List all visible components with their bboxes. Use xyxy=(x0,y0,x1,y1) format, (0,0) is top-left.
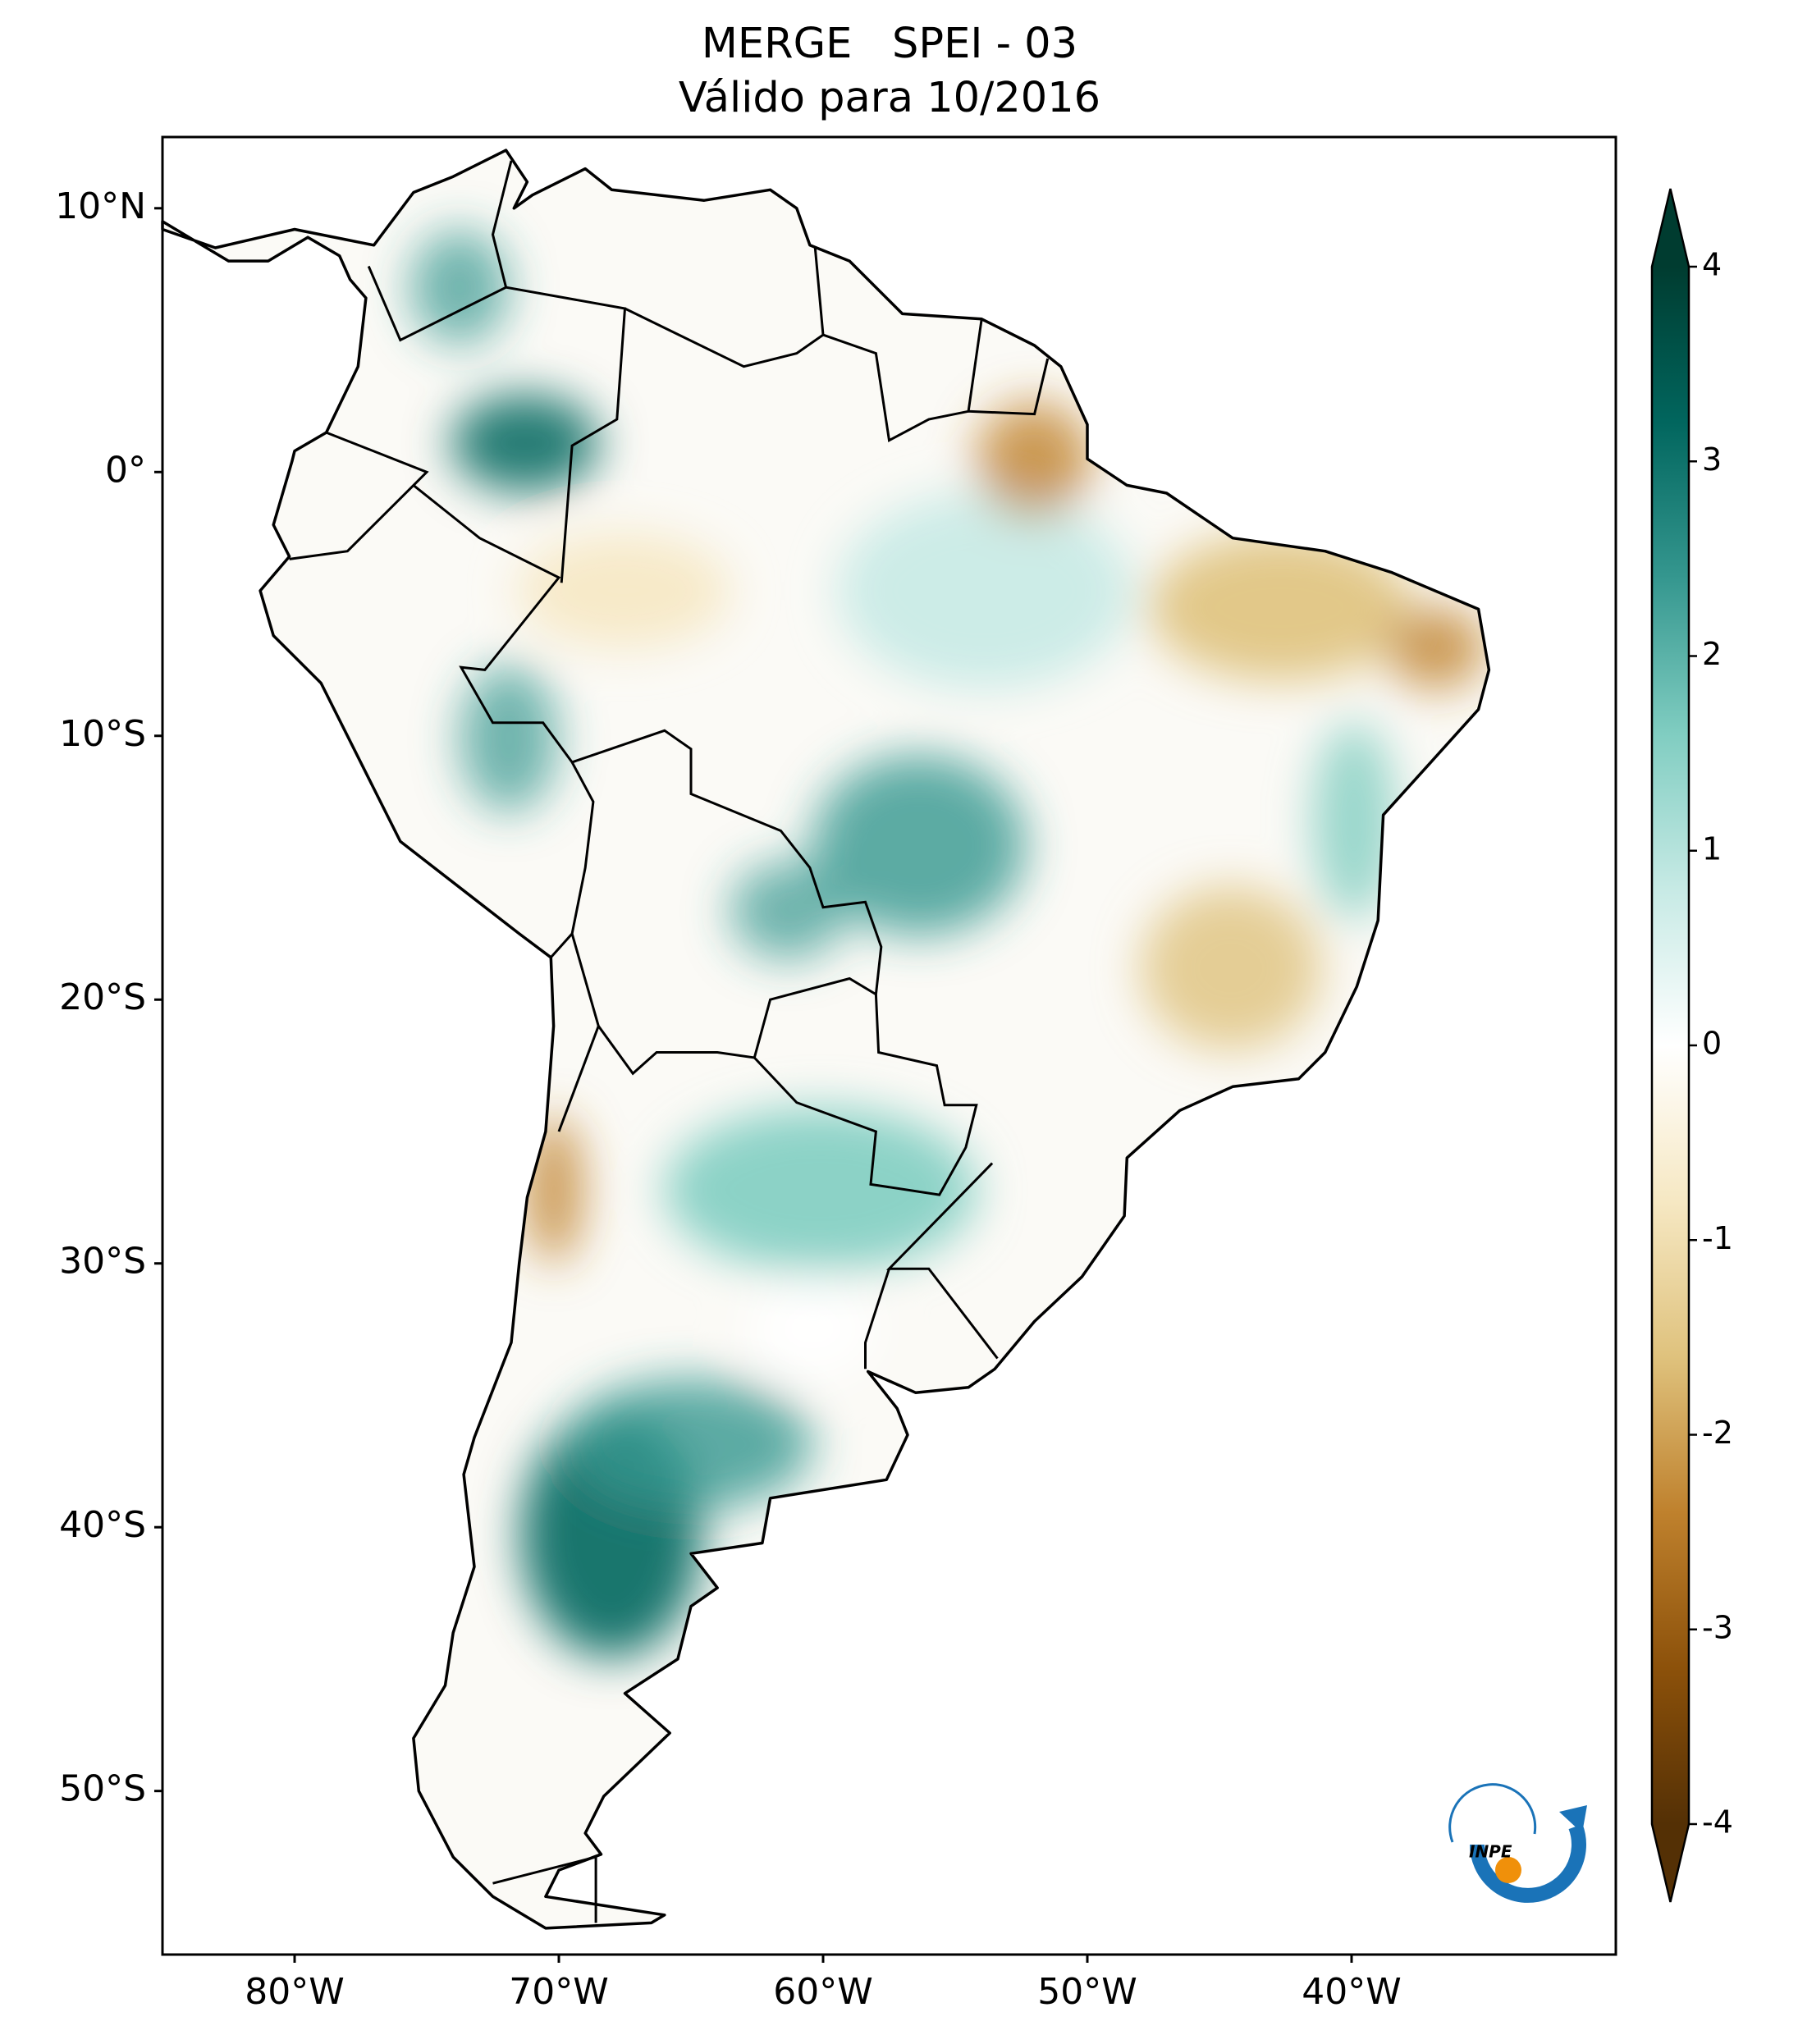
dry-patch xyxy=(517,533,730,648)
colorbar-tick-label: 3 xyxy=(1702,441,1722,478)
border xyxy=(753,994,978,1196)
border xyxy=(492,1855,597,1923)
colorbar-tick-label: -2 xyxy=(1702,1415,1733,1451)
border xyxy=(624,247,825,368)
inpe-logo: INPE xyxy=(1448,1783,1587,1903)
x-tick-label: 80°W xyxy=(245,1971,345,2013)
map-frame xyxy=(161,135,1617,1956)
y-tick-label: 10°N xyxy=(55,185,146,227)
border xyxy=(412,484,595,958)
colorbar-tick-label: -3 xyxy=(1702,1609,1733,1645)
colorbar-tick-label: 2 xyxy=(1702,636,1722,672)
logo-arc xyxy=(1470,1823,1586,1903)
dry-patch xyxy=(1149,533,1411,681)
border xyxy=(864,1268,890,1370)
colorbar: 4 3 2 1 0 -1 -2 -3 -4 xyxy=(1650,188,1733,1903)
borders xyxy=(289,160,1050,1923)
spei-field xyxy=(162,150,1489,1928)
border xyxy=(968,358,1050,416)
colorbar-tick-label: -1 xyxy=(1702,1220,1733,1256)
subtitle: Válido para 10/2016 xyxy=(679,74,1100,122)
colorbar-tick-label: 0 xyxy=(1702,1026,1722,1062)
border xyxy=(822,318,983,443)
colorbar-tick-label: 1 xyxy=(1702,830,1722,867)
logo-text: INPE xyxy=(1469,1842,1512,1862)
wet-patch xyxy=(837,492,1132,689)
dry-patch xyxy=(977,402,1091,517)
neutral-patch xyxy=(747,1280,878,1379)
colorbar-tick-label: 4 xyxy=(1702,247,1722,283)
wet-patch xyxy=(1313,722,1395,919)
y-tick-label: 0° xyxy=(105,449,146,491)
coastline xyxy=(161,149,1491,1930)
border xyxy=(885,1162,999,1360)
x-tick-label: 40°W xyxy=(1302,1971,1402,2013)
wet-patch xyxy=(460,665,558,812)
dry-patch xyxy=(1387,607,1485,689)
wet-patch xyxy=(730,862,845,960)
colorbar-tick-label: -4 xyxy=(1702,1804,1733,1841)
colorbar-extend-top xyxy=(1652,189,1689,267)
y-tick-label: 30°S xyxy=(59,1241,146,1283)
x-tick-label: 60°W xyxy=(773,1971,873,2013)
dry-patch xyxy=(1141,886,1321,1050)
logo-orbit xyxy=(1448,1783,1537,1843)
anomaly-patches xyxy=(410,230,1485,1658)
y-tick-label: 20°S xyxy=(59,976,146,1018)
border xyxy=(491,160,513,288)
x-tick-label: 50°W xyxy=(1037,1971,1137,2013)
wet-patch xyxy=(566,1379,812,1510)
wet-patch xyxy=(665,1108,977,1272)
colorbar-extend-bottom xyxy=(1652,1824,1689,1902)
logo-sun xyxy=(1495,1857,1521,1883)
logo-arrow xyxy=(1559,1805,1587,1833)
wet-patch xyxy=(410,230,509,345)
y-tick-label: 10°S xyxy=(59,713,146,755)
colorbar-body xyxy=(1652,267,1689,1824)
y-tick-label: 50°S xyxy=(59,1768,146,1810)
y-tick-label: 40°S xyxy=(59,1504,146,1546)
title: MERGE SPEI - 03 xyxy=(702,20,1077,68)
wet-patch xyxy=(812,755,1026,935)
wet-patch xyxy=(451,394,599,492)
border xyxy=(570,729,883,1076)
border xyxy=(557,1025,600,1132)
x-tick-label: 70°W xyxy=(509,1971,609,2013)
